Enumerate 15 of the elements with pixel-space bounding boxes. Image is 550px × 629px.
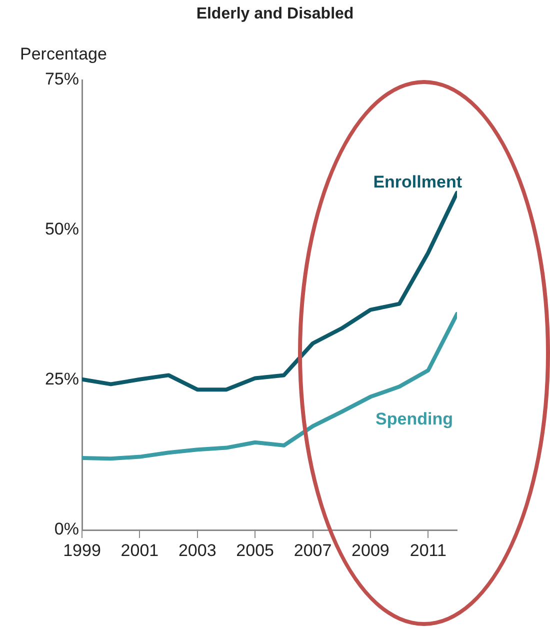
x-tick-label: 2005 xyxy=(236,540,274,560)
y-axis-title: Percentage xyxy=(20,44,107,64)
y-tick-label: 25% xyxy=(44,370,79,389)
series-label: Spending xyxy=(376,410,453,429)
y-tick-label: 75% xyxy=(44,70,79,89)
y-tick-label: 0% xyxy=(54,520,79,539)
x-tick-label: 2001 xyxy=(120,540,159,560)
x-tick-label: 2011 xyxy=(410,540,446,560)
x-tick-label: 2003 xyxy=(178,540,216,560)
chart-title: Elderly and Disabled xyxy=(196,5,354,22)
x-tick-label: 1999 xyxy=(63,540,101,560)
y-tick-label: 50% xyxy=(44,220,79,239)
series-label: Enrollment xyxy=(373,172,462,192)
x-tick-label: 2007 xyxy=(294,540,332,560)
x-tick-label: 2009 xyxy=(352,540,390,560)
